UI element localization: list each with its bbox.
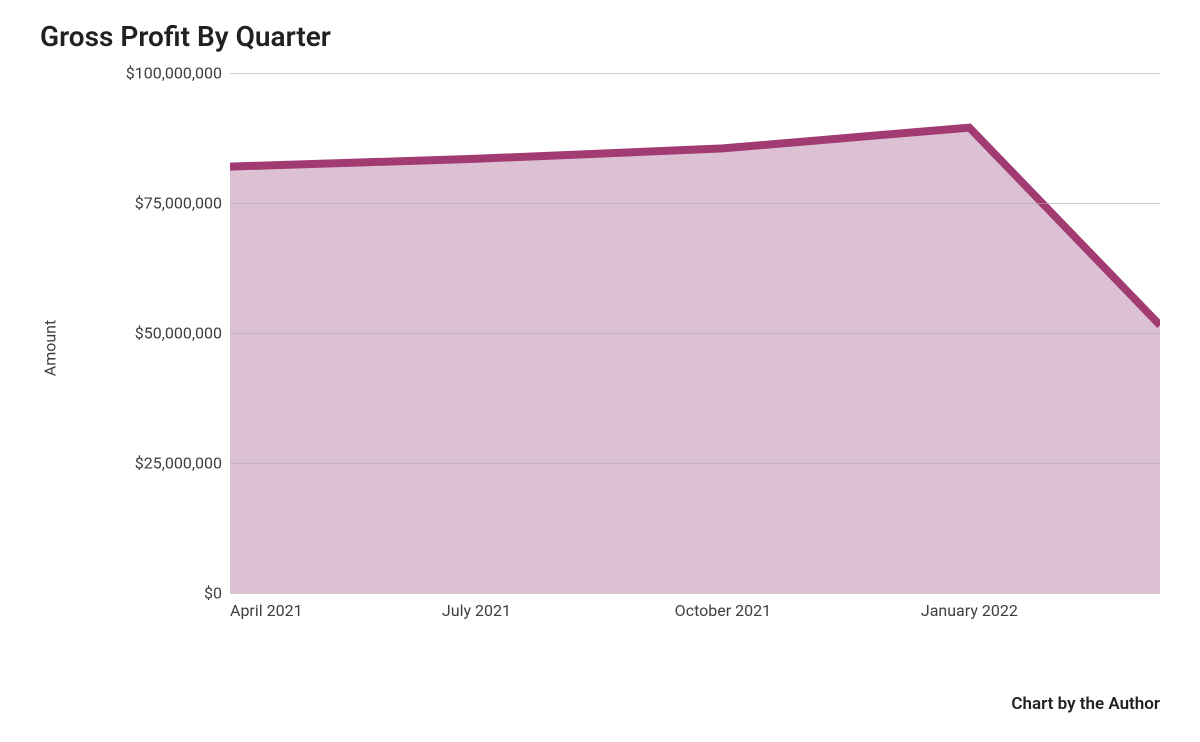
x-tick-label: October 2021	[675, 601, 771, 620]
x-tick-label: January 2022	[921, 601, 1018, 620]
y-tick-label: $0	[204, 584, 222, 603]
gridline	[230, 203, 1160, 204]
x-tick-label: April 2021	[230, 601, 303, 620]
chart-container: Gross Profit By Quarter Amount $0$25,000…	[0, 0, 1200, 742]
gridline	[230, 333, 1160, 334]
plot-area: $0$25,000,000$50,000,000$75,000,000$100,…	[230, 73, 1160, 593]
area-fill	[230, 128, 1160, 593]
gridline	[230, 73, 1160, 74]
x-tick-label: July 2021	[442, 601, 511, 620]
gridline	[230, 463, 1160, 464]
y-tick-label: $75,000,000	[135, 194, 222, 213]
chart-attribution: Chart by the Author	[1011, 694, 1160, 714]
chart-body: Amount $0$25,000,000$50,000,000$75,000,0…	[40, 63, 1160, 633]
y-tick-label: $50,000,000	[135, 324, 222, 343]
y-tick-label: $25,000,000	[135, 454, 222, 473]
y-axis-label: Amount	[41, 320, 60, 376]
gridline	[230, 593, 1160, 594]
y-tick-label: $100,000,000	[126, 64, 222, 83]
chart-title: Gross Profit By Quarter	[40, 20, 1160, 53]
